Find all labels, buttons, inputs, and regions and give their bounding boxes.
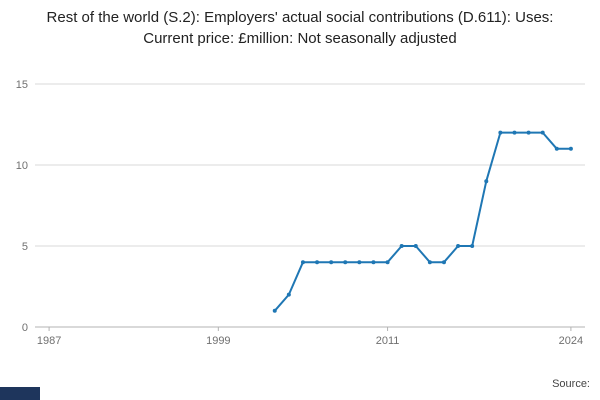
data-point-marker xyxy=(427,260,432,265)
data-point-marker xyxy=(357,260,362,265)
source-label: Source: xyxy=(552,378,590,390)
data-point-marker xyxy=(385,260,390,265)
data-line xyxy=(273,131,572,312)
data-point-marker xyxy=(526,130,531,135)
data-point-marker xyxy=(371,260,376,265)
data-point-marker xyxy=(512,130,517,135)
logo-fragment xyxy=(0,387,40,400)
data-point-marker xyxy=(554,146,559,151)
data-point-marker xyxy=(568,146,573,151)
data-point-marker xyxy=(329,260,334,265)
data-point-marker xyxy=(399,244,404,248)
x-tick-label: 1987 xyxy=(37,335,61,347)
x-tick-label: 1999 xyxy=(206,335,230,347)
y-tick-label: 5 xyxy=(22,241,28,253)
data-point-marker xyxy=(286,292,291,297)
y-tick-label: 15 xyxy=(16,79,28,91)
chart-title: Rest of the world (S.2): Employers' actu… xyxy=(46,9,554,47)
x-tick-label: 2024 xyxy=(559,335,583,347)
y-tick-label: 10 xyxy=(16,160,28,172)
data-point-marker xyxy=(315,260,320,265)
data-point-marker xyxy=(343,260,348,265)
data-point-marker xyxy=(484,179,489,184)
x-tick-label: 2011 xyxy=(376,335,400,347)
data-point-marker xyxy=(413,244,418,248)
data-point-marker xyxy=(470,244,475,248)
data-point-marker xyxy=(441,260,446,265)
footer-caption-clip: Rest of the world (S.2): Employers' actu… xyxy=(0,362,600,378)
data-point-marker xyxy=(456,244,461,248)
data-point-marker xyxy=(540,130,545,135)
y-tick-label: 0 xyxy=(22,322,28,334)
data-point-marker xyxy=(498,130,503,135)
data-point-marker xyxy=(300,260,305,265)
line-chart: 0 5 10 15 1987 1999 2011 2024 xyxy=(16,79,585,347)
data-point-marker xyxy=(272,308,277,313)
